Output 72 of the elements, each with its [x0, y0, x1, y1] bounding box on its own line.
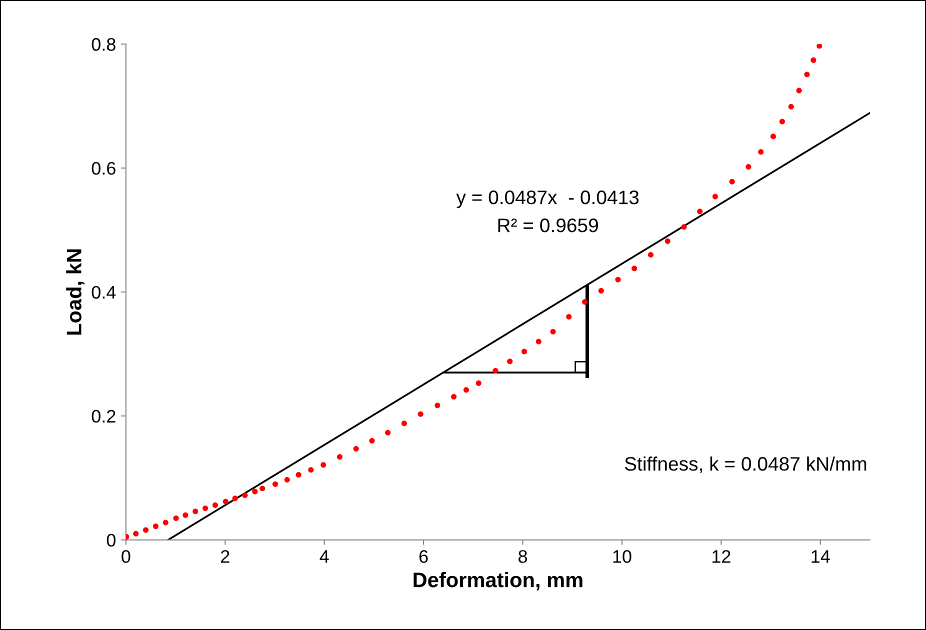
- point: [566, 314, 572, 320]
- point: [401, 420, 407, 426]
- point: [353, 446, 359, 452]
- point: [746, 164, 752, 170]
- y-tick-label: 0.2: [92, 410, 116, 423]
- point: [632, 266, 638, 272]
- point: [796, 88, 802, 94]
- point: [284, 477, 290, 483]
- point: [536, 338, 542, 344]
- point: [664, 238, 670, 244]
- point: [804, 72, 810, 78]
- point: [296, 472, 302, 478]
- point: [521, 348, 528, 354]
- y-axis-title: Load, kN: [66, 249, 84, 335]
- point: [810, 57, 816, 63]
- point: [463, 387, 469, 393]
- x-tick-label: 4: [320, 550, 329, 563]
- point: [598, 288, 604, 294]
- y-tick-label: 0.4: [92, 286, 116, 299]
- point: [308, 467, 314, 473]
- point: [320, 462, 326, 468]
- point: [712, 194, 718, 200]
- point: [385, 430, 391, 436]
- point: [336, 454, 342, 460]
- point: [162, 520, 168, 526]
- x-tick-label: 0: [122, 550, 130, 563]
- x-tick-label: 10: [613, 550, 632, 563]
- x-axis-title: Deformation, mm: [414, 572, 582, 590]
- point: [173, 515, 179, 521]
- y-tick-label: 0: [106, 534, 116, 547]
- point: [507, 358, 513, 364]
- x-tick-label: 12: [712, 550, 730, 563]
- point: [492, 368, 498, 374]
- point: [222, 498, 228, 504]
- point: [418, 411, 424, 417]
- x-tick-label: 6: [419, 550, 428, 563]
- point: [252, 488, 258, 494]
- point: [434, 402, 440, 408]
- point: [182, 512, 188, 518]
- point: [615, 276, 621, 282]
- point: [192, 508, 198, 514]
- x-tick-label: 8: [518, 550, 527, 563]
- annotation: Stiffness, k = 0.0487 kN/mm: [624, 456, 866, 474]
- x-tick-label: 14: [812, 550, 830, 563]
- point: [202, 506, 208, 512]
- point: [758, 149, 764, 155]
- annotation: y = 0.0487x - 0.0413: [456, 190, 639, 208]
- point: [260, 486, 266, 492]
- point: [550, 328, 556, 334]
- point: [133, 530, 139, 536]
- point: [729, 178, 735, 184]
- point: [476, 380, 482, 386]
- point: [816, 44, 822, 49]
- point: [681, 224, 687, 230]
- point: [648, 252, 654, 258]
- point: [582, 299, 588, 305]
- point: [770, 134, 776, 140]
- point: [272, 481, 278, 487]
- point: [697, 208, 703, 214]
- annotation: R² = 0.9659: [498, 218, 598, 232]
- point: [152, 523, 158, 530]
- point: [451, 394, 457, 400]
- point: [143, 527, 149, 533]
- point: [779, 118, 785, 124]
- y-tick-label: 0.8: [92, 38, 116, 51]
- point: [212, 502, 218, 508]
- point: [242, 492, 248, 498]
- point: [232, 496, 238, 502]
- x-tick-label: 2: [221, 550, 230, 563]
- point: [369, 438, 375, 444]
- point: [788, 104, 794, 110]
- y-tick-label: 0.6: [92, 162, 116, 175]
